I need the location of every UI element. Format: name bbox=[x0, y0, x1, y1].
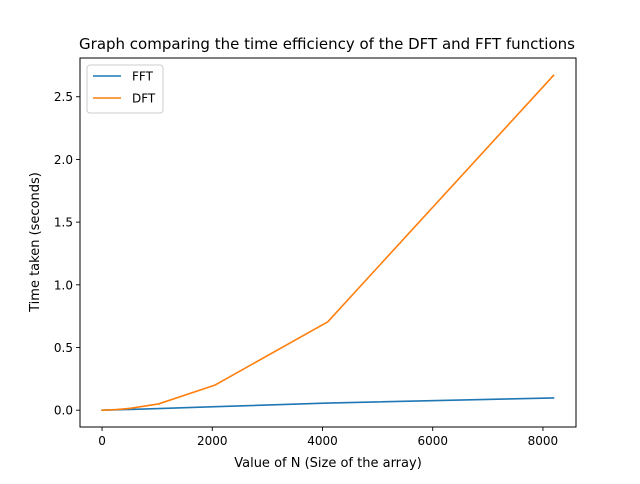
data-point-fft bbox=[327, 402, 329, 404]
data-point-dft bbox=[158, 403, 160, 405]
y-tick-label: 0.0 bbox=[54, 404, 73, 418]
data-point-fft bbox=[158, 408, 160, 410]
x-axis-label: Value of N (Size of the array) bbox=[234, 456, 422, 471]
data-point-dft bbox=[214, 384, 216, 386]
data-point-dft bbox=[327, 321, 329, 323]
data-point-dft bbox=[553, 75, 555, 77]
y-tick-label: 0.5 bbox=[54, 341, 73, 355]
series-layer bbox=[101, 74, 555, 412]
data-point-fft bbox=[214, 406, 216, 408]
data-point-dft bbox=[108, 409, 110, 411]
y-tick-label: 2.0 bbox=[54, 153, 73, 167]
legend-label-dft: DFT bbox=[132, 92, 156, 106]
data-point-dft bbox=[129, 408, 131, 410]
plot-frame bbox=[79, 57, 577, 428]
data-point-dft bbox=[115, 409, 117, 411]
x-tick-label: 0 bbox=[98, 434, 106, 448]
y-axis-ticks: 0.0 0.5 1.0 1.5 2.0 2.5 bbox=[54, 90, 80, 418]
legend-box bbox=[86, 64, 164, 114]
y-tick-label: 1.5 bbox=[54, 216, 73, 230]
x-axis-ticks: 0 2000 4000 6000 8000 bbox=[98, 427, 558, 448]
x-tick-label: 6000 bbox=[417, 434, 448, 448]
x-tick-label: 2000 bbox=[197, 434, 228, 448]
y-axis-label: Time taken (seconds) bbox=[28, 172, 43, 313]
series-line-dft bbox=[101, 74, 555, 412]
y-tick-label: 1.0 bbox=[54, 278, 73, 292]
x-tick-label: 4000 bbox=[307, 434, 338, 448]
chart-title: Graph comparing the time efficiency of t… bbox=[79, 35, 575, 53]
data-point-dft bbox=[105, 409, 107, 411]
x-tick-label: 8000 bbox=[528, 434, 559, 448]
y-tick-label: 2.5 bbox=[54, 90, 73, 104]
data-point-fft bbox=[553, 397, 555, 399]
data-point-dft bbox=[103, 409, 105, 411]
legend: FFT DFT bbox=[86, 64, 164, 114]
legend-label-fft: FFT bbox=[132, 70, 154, 84]
